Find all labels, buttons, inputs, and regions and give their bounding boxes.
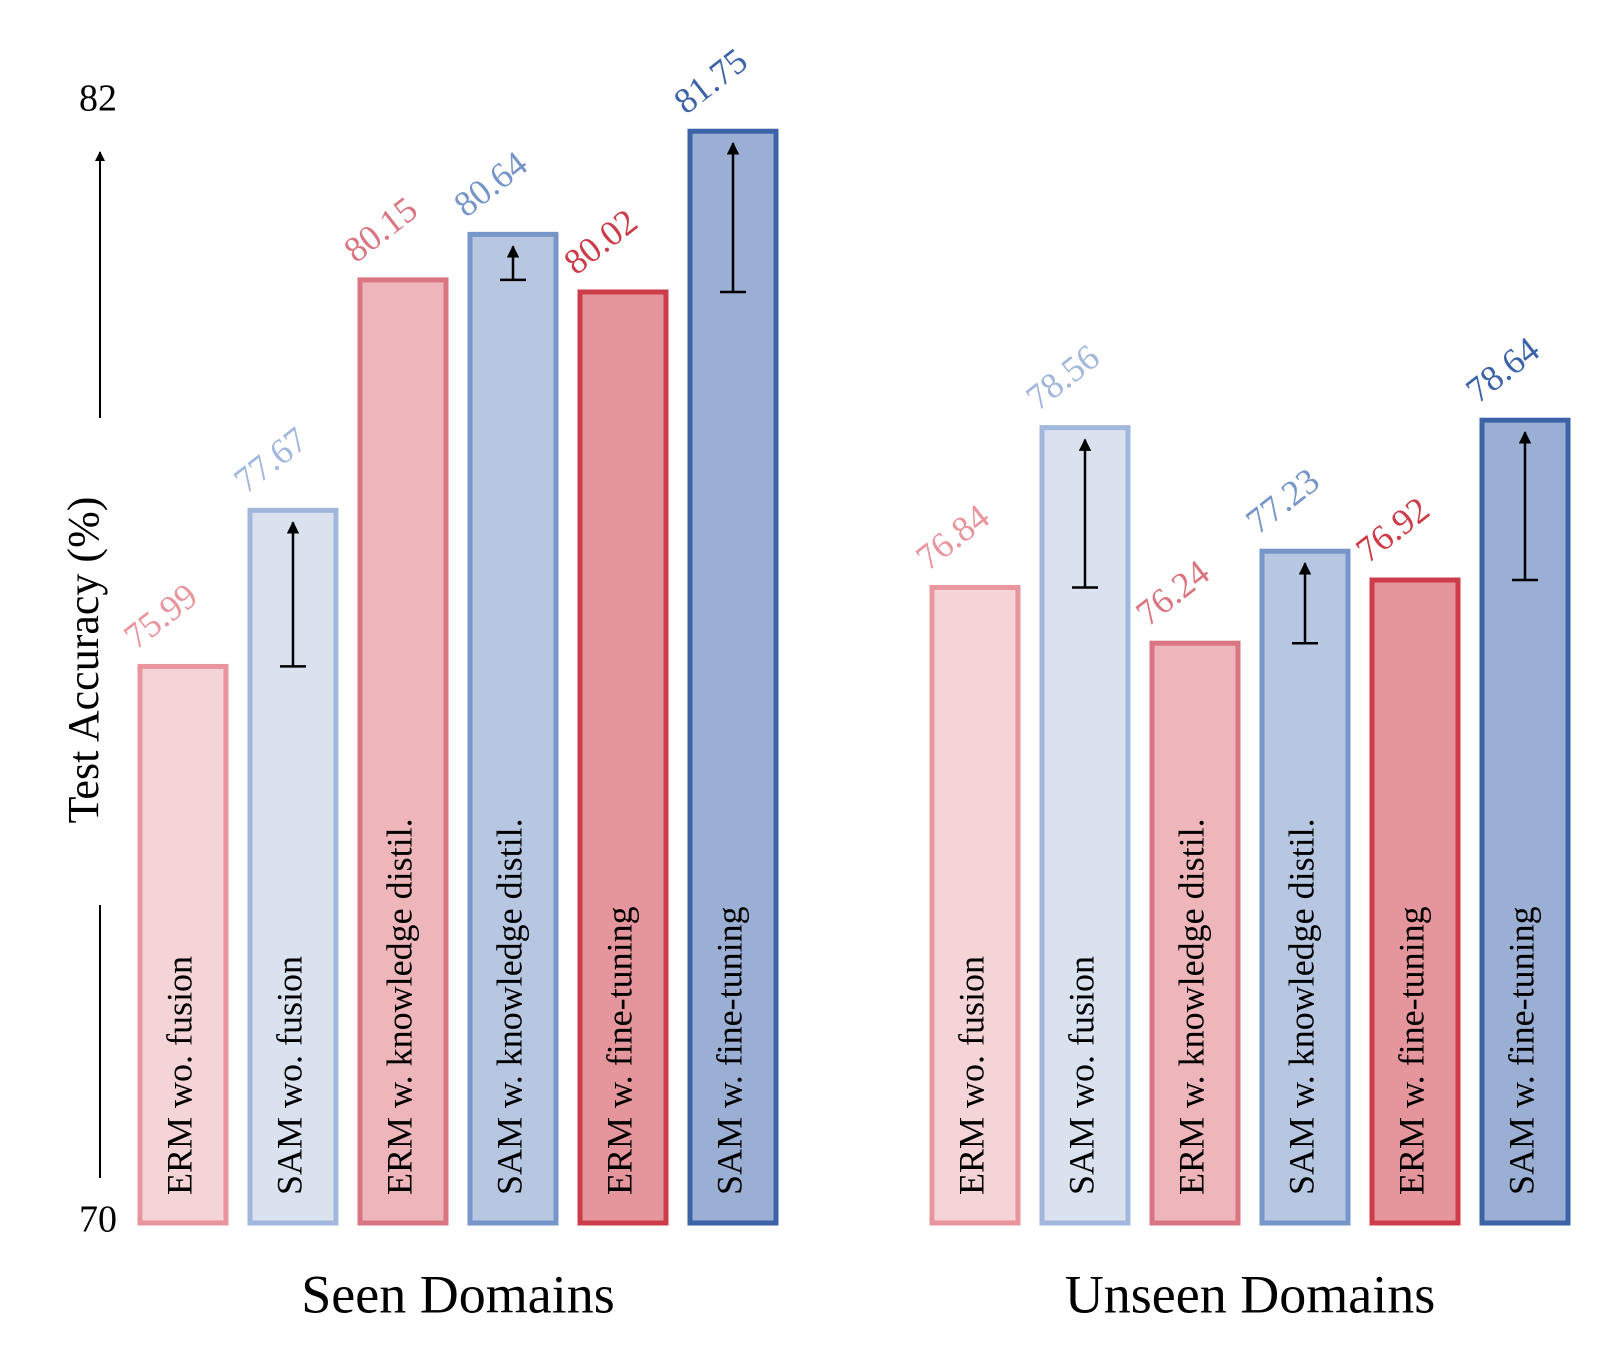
x-tick-label: Seen Domains: [301, 1264, 614, 1324]
value-label: 76.92: [1348, 489, 1436, 570]
bar-series-label: ERM w. knowledge distil.: [1171, 818, 1211, 1195]
value-label: 78.56: [1018, 337, 1106, 418]
bar-series-label: SAM w. knowledge distil.: [489, 818, 529, 1195]
value-label: 76.24: [1128, 552, 1216, 633]
bar-series-label: ERM wo. fusion: [159, 956, 199, 1195]
bar-series-label: ERM w. knowledge distil.: [379, 818, 419, 1195]
value-label: 77.67: [226, 419, 314, 500]
bar: [1369, 577, 1461, 1226]
bar: [687, 128, 779, 1226]
value-label: 75.99: [116, 575, 204, 656]
y-tick-label: 82: [79, 78, 117, 120]
y-tick-label: 70: [79, 1199, 117, 1241]
y-axis-label: Test Accuracy (%): [59, 497, 108, 824]
bar-series-label: ERM w. fine-tuning: [599, 906, 639, 1195]
bar: [247, 507, 339, 1226]
bar-series-label: SAM w. fine-tuning: [709, 906, 749, 1195]
bar: [1149, 640, 1241, 1226]
value-label: 78.64: [1458, 329, 1546, 410]
value-label: 80.02: [556, 201, 644, 282]
bar: [357, 277, 449, 1226]
bar: [137, 663, 229, 1226]
bar-series-label: SAM wo. fusion: [1061, 956, 1101, 1195]
bar-series-label: SAM w. knowledge distil.: [1281, 818, 1321, 1195]
value-label: 80.15: [336, 189, 424, 270]
bar-series-label: SAM wo. fusion: [269, 956, 309, 1195]
value-label: 77.23: [1238, 460, 1326, 541]
bar-series-label: ERM w. fine-tuning: [1391, 906, 1431, 1195]
value-label: 80.64: [446, 143, 534, 224]
bar: [467, 231, 559, 1226]
x-tick-label: Unseen Domains: [1065, 1264, 1435, 1324]
value-label: 81.75: [666, 40, 754, 121]
bar: [1259, 548, 1351, 1226]
bar: [929, 584, 1021, 1226]
value-label: 76.84: [908, 496, 996, 577]
bar: [577, 289, 669, 1226]
bar-series-label: SAM w. fine-tuning: [1501, 906, 1541, 1195]
bar-series-label: ERM wo. fusion: [951, 956, 991, 1195]
